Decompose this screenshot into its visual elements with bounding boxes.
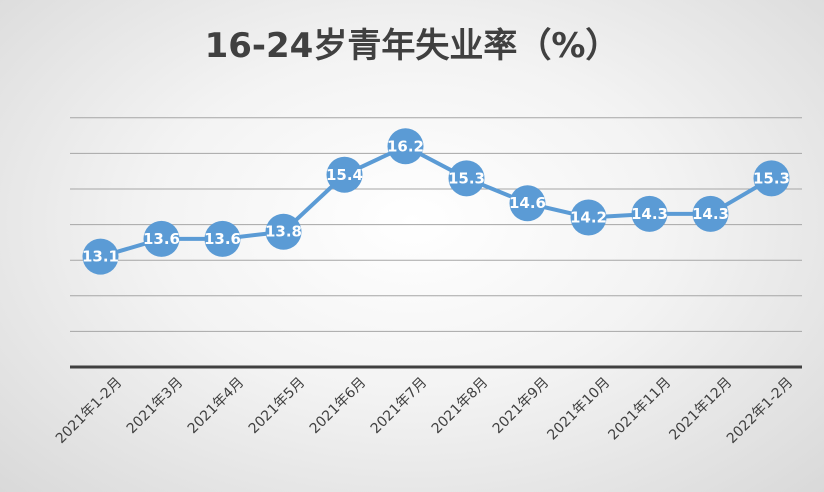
data-point-marker (204, 220, 241, 257)
x-tick-label: 2021年11月 (605, 375, 674, 444)
data-point-marker (570, 199, 607, 236)
data-point-marker (387, 128, 424, 165)
x-tick-labels: 2021年1-2月2021年3月2021年4月2021年5月2021年6月202… (53, 375, 796, 447)
data-label: 13.8 (265, 223, 302, 241)
data-point-marker (509, 185, 546, 222)
chart-title: 16-24岁青年失业率（%） (205, 26, 620, 66)
series-line (98, 144, 774, 259)
data-point-marker (753, 160, 790, 197)
gridlines (70, 117, 802, 332)
x-tick-label: 2021年7月 (368, 375, 431, 438)
data-point-marker (692, 195, 729, 232)
x-tick-label: 2021年4月 (185, 375, 248, 438)
x-tick-label: 2021年8月 (429, 375, 492, 438)
data-point-marker (265, 213, 302, 250)
x-tick-label: 2021年6月 (307, 375, 370, 438)
data-label: 16.2 (387, 137, 424, 155)
data-point-marker (448, 160, 485, 197)
data-label: 14.6 (509, 194, 546, 212)
x-tick-label: 2021年5月 (246, 375, 309, 438)
data-label: 15.4 (326, 166, 363, 184)
data-label: 15.3 (448, 169, 485, 187)
data-label: 13.1 (82, 248, 119, 266)
data-label: 13.6 (204, 230, 241, 248)
data-labels: 13.1 13.6 13.6 13.8 15.4 16.2 15.3 14.6 14.2 14.3… (82, 137, 790, 265)
x-tick-label: 2021年12月 (666, 375, 735, 444)
data-label: 13.6 (143, 230, 180, 248)
data-label: 15.3 (753, 169, 790, 187)
data-label: 14.2 (570, 208, 607, 226)
data-markers (82, 128, 790, 275)
x-tick-label: 2021年1-2月 (53, 375, 125, 447)
x-tick-label: 2021年9月 (490, 375, 553, 438)
data-label: 14.3 (692, 205, 729, 223)
data-point-marker (143, 220, 180, 257)
x-tick-label: 2021年10月 (544, 375, 613, 444)
data-point-marker (82, 238, 119, 275)
data-point-marker (326, 156, 363, 193)
x-tick-label: 2021年3月 (124, 375, 187, 438)
data-label: 14.3 (631, 205, 668, 223)
data-point-marker (631, 195, 668, 232)
